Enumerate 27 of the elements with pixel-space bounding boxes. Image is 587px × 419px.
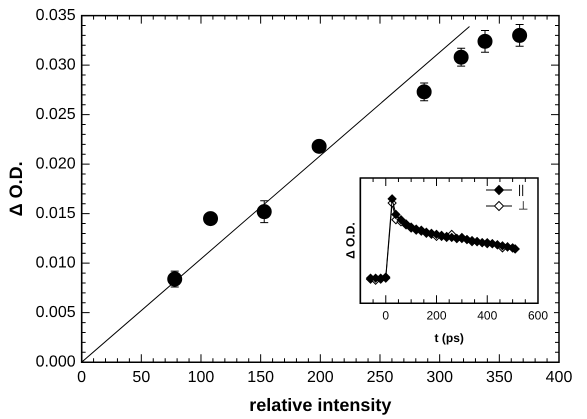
y-tick-label: 0.000 [36,354,76,371]
y-tick-label: 0.020 [36,156,76,173]
x-tick-label: 0 [77,369,86,386]
x-axis-title: t (ps) [434,331,464,346]
y-tick-label: 0.015 [36,205,76,222]
legend-label: ⊥ [518,198,528,212]
x-tick-label: 400 [477,308,498,323]
y-tick-label: 0.010 [36,254,76,272]
y-axis-title: Δ O.D. [344,222,358,259]
y-tick-label: 0.035 [36,7,76,24]
x-axis-title: relative intensity [249,395,392,416]
x-tick-label: 600 [528,308,548,323]
legend-label: || [518,182,524,196]
x-tick-label: 400 [546,369,572,386]
x-tick-label: 250 [366,369,394,386]
y-axis-title: Δ O.D. [6,161,26,216]
x-tick-label: 350 [486,369,513,386]
x-tick-label: 50 [132,369,150,386]
x-tick-label: 300 [426,369,454,386]
x-tick-label: 200 [426,308,447,323]
y-tick-label: 0.025 [36,106,76,124]
x-tick-label: 0 [382,308,390,323]
y-tick-label: 0.005 [36,304,76,322]
y-tick-label: 0.030 [36,56,76,74]
x-tick-label: 200 [306,369,334,386]
x-tick-label: 150 [247,369,274,386]
x-tick-label: 100 [188,369,214,386]
